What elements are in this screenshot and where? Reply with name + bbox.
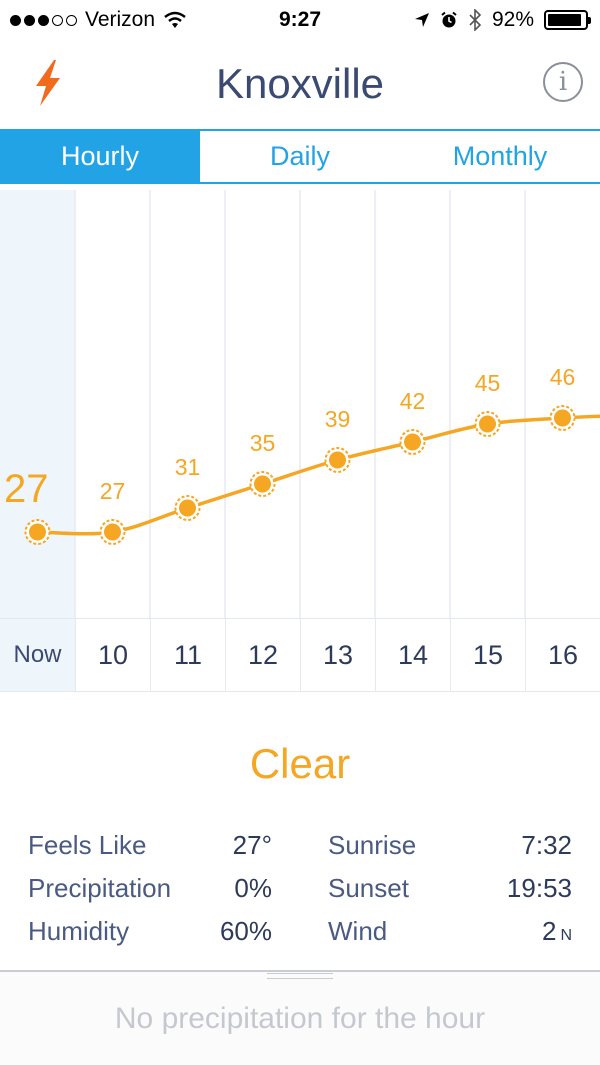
hour-labels: Now 10 11 12 13 14 15 16 — [0, 618, 600, 692]
status-bar: Verizon 9:27 92% — [0, 0, 600, 40]
bottom-panel[interactable] — [0, 972, 600, 1065]
lightning-icon[interactable] — [28, 58, 68, 108]
temperature-label: 35 — [250, 430, 276, 456]
status-time: 9:27 — [278, 8, 322, 31]
sun-icon — [249, 471, 276, 497]
drag-handle[interactable] — [267, 973, 333, 979]
temperature-label: 31 — [175, 454, 201, 480]
hour-label: 13 — [300, 619, 375, 691]
sun-core — [329, 451, 346, 469]
sunset-value: 19:53 — [506, 873, 572, 903]
hour-label-now: Now — [0, 619, 75, 691]
sun-icon — [99, 519, 126, 545]
sun-icon — [324, 447, 351, 473]
sunset-label: Sunset — [328, 873, 409, 903]
temperature-label: 45 — [475, 370, 501, 396]
humidity-value: 60% — [219, 916, 272, 946]
tab-bar: Hourly Daily Monthly — [0, 129, 600, 184]
battery-icon — [544, 10, 591, 30]
sun-core — [179, 499, 196, 517]
bluetooth-icon — [469, 9, 482, 31]
sun-core — [254, 475, 271, 493]
temperature-label: 27 — [100, 478, 126, 504]
weather-details: Feels Like 27° Sunrise 7:32 Precipitatio… — [28, 830, 572, 959]
hourly-chart[interactable]: 27 27 31 35 39 42 45 46 Now 10 11 12 13 14 15 16 — [0, 190, 600, 693]
condition-text: Clear — [249, 740, 351, 787]
location-arrow-icon — [414, 13, 429, 27]
details-row: Feels Like 27° Sunrise 7:32 — [28, 830, 572, 873]
alarm-icon — [441, 11, 457, 28]
sun-core — [29, 523, 46, 541]
sun-core — [104, 523, 121, 541]
wind-direction: N — [560, 927, 572, 944]
temperature-label: 39 — [325, 406, 351, 432]
divider — [0, 970, 600, 972]
humidity-label: Humidity — [28, 916, 130, 946]
now-column-highlight — [0, 190, 75, 618]
hour-label: 15 — [450, 619, 525, 691]
battery-percent: 92% — [491, 8, 534, 31]
details-row: Precipitation 0% Sunset 19:53 — [28, 873, 572, 916]
signal-icon — [10, 14, 77, 26]
sun-icon — [24, 519, 51, 545]
feels-like-label: Feels Like — [28, 830, 147, 860]
sun-icon — [549, 405, 576, 431]
tab-daily[interactable]: Daily — [269, 141, 330, 171]
temperature-label: 27 — [4, 467, 49, 511]
carrier-name: Verizon — [85, 8, 156, 31]
hour-label: 16 — [525, 619, 600, 691]
tab-monthly[interactable]: Monthly — [452, 141, 548, 171]
sun-icon — [399, 429, 426, 455]
temperature-label: 46 — [550, 364, 576, 390]
precipitation-value: 0% — [234, 873, 272, 903]
sun-core — [404, 433, 421, 451]
wind-value: 2 — [541, 916, 557, 946]
precipitation-message: No precipitation for the hour — [114, 1002, 486, 1035]
hour-label: 11 — [150, 619, 225, 691]
temperature-label: 42 — [400, 388, 426, 414]
temperature-line — [37, 414, 600, 536]
hour-label: 10 — [75, 619, 150, 691]
info-icon[interactable]: i — [543, 62, 583, 102]
sun-icon — [174, 495, 201, 521]
status-left: Verizon — [10, 8, 187, 32]
sun-icon — [474, 411, 501, 437]
wifi-icon — [164, 11, 186, 28]
feels-like-value: 27° — [232, 830, 272, 860]
hour-label: 14 — [375, 619, 450, 691]
temperature-chart-svg: 27 27 31 35 39 42 45 46 — [0, 190, 600, 618]
sunrise-label: Sunrise — [328, 830, 417, 860]
sunrise-value: 7:32 — [521, 830, 572, 860]
hour-label: 12 — [225, 619, 300, 691]
sun-core — [479, 415, 496, 433]
tab-hourly[interactable]: Hourly — [0, 131, 200, 182]
sun-core — [554, 409, 571, 427]
status-right: 92% — [414, 8, 591, 32]
header: Knoxville i — [0, 40, 600, 128]
precipitation-label: Precipitation — [28, 873, 172, 903]
wind-label: Wind — [328, 916, 388, 946]
city-title: Knoxville — [215, 60, 385, 107]
